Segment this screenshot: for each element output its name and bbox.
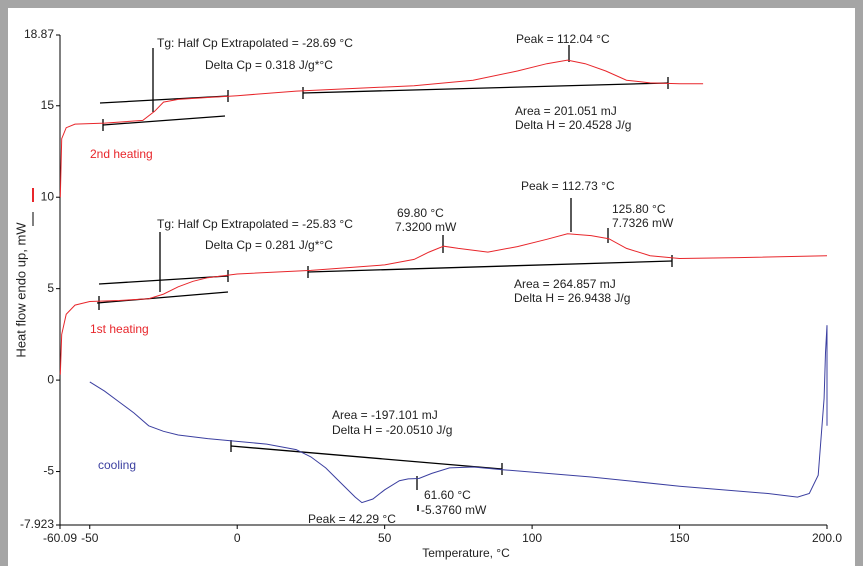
annotation: Peak = 112.04 °C (516, 32, 610, 46)
annotation: Tg: Half Cp Extrapolated = -25.83 °C (157, 217, 353, 231)
baselines (96, 45, 673, 511)
annotation: 7.3200 mW (395, 220, 457, 234)
y-tick-label: 15 (41, 98, 55, 112)
y-label: Heat flow endo up, mW (13, 222, 28, 358)
series-label: 1st heating (90, 322, 149, 336)
series-line (89, 325, 828, 504)
y-tick-label: 10 (41, 189, 55, 203)
annotation: Delta Cp = 0.281 J/g*°C (205, 238, 333, 252)
x-tick-label: 50 (378, 531, 392, 545)
series-line (59, 59, 704, 198)
x-tick-label: 200.0 (812, 531, 842, 545)
x-label: Temperature, °C (422, 546, 510, 560)
annotation: Peak = 42.29 °C (308, 512, 396, 526)
y-tick-label: -5 (43, 464, 54, 478)
annotation: 69.80 °C (397, 206, 444, 220)
y-tick-label: 5 (47, 281, 54, 295)
x-tick-label: 150 (670, 531, 690, 545)
y-tick-label: -7.923 (20, 517, 54, 531)
annotation: Delta Cp = 0.318 J/g*°C (205, 58, 333, 72)
annotation: Tg: Half Cp Extrapolated = -28.69 °C (157, 36, 353, 50)
annotation: -5.3760 mW (421, 503, 487, 517)
annotation: 7.7326 mW (612, 216, 674, 230)
panel (8, 8, 855, 566)
annotation: Peak = 112.73 °C (521, 179, 615, 193)
x-tick-label: 0 (234, 531, 241, 545)
x-tick-label: -50 (81, 531, 99, 545)
annotation: Delta H = -20.0510 J/g (332, 423, 452, 437)
annotation: 125.80 °C (612, 202, 666, 216)
y-tick-label: 0 (47, 372, 54, 386)
y-tick-label: 18.87 (24, 27, 54, 41)
annotation: Delta H = 20.4528 J/g (515, 118, 631, 132)
annotation: Area = -197.101 mJ (332, 408, 438, 422)
series-label: 2nd heating (90, 147, 153, 161)
x-tick-label: 100 (522, 531, 542, 545)
annotation: Area = 201.051 mJ (515, 104, 617, 118)
series-label: cooling (98, 458, 136, 472)
x-tick-label: -60.09 (43, 531, 77, 545)
annotation: Delta H = 26.9438 J/g (514, 291, 630, 305)
annotation: Area = 264.857 mJ (514, 277, 616, 291)
series-line (59, 233, 828, 375)
annotation: 61.60 °C (424, 488, 471, 502)
